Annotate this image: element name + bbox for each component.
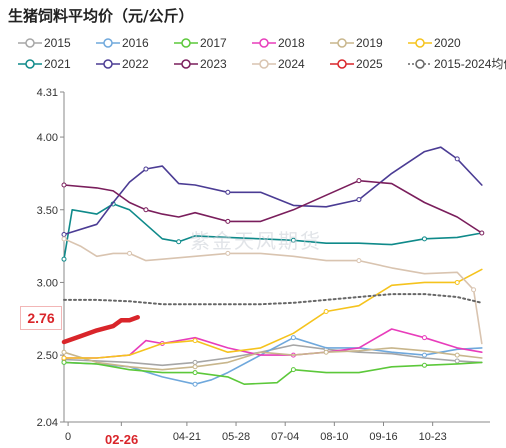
data-point [290, 335, 296, 341]
x-tick-label: 09-16 [369, 431, 397, 443]
x-tick-label: 10-23 [419, 431, 447, 443]
y-tick-label: 2.04 [37, 417, 58, 429]
data-point [61, 256, 67, 262]
data-point [192, 370, 198, 376]
data-point [143, 166, 149, 172]
data-point [454, 358, 460, 364]
data-point [225, 189, 231, 195]
x-tick-label: 08-10 [320, 431, 348, 443]
series-line-2016 [63, 336, 483, 386]
legend-label: 2015 [44, 36, 71, 50]
x-tick-label: 04-21 [173, 431, 201, 443]
legend-label: 2015-2024均值 [434, 57, 506, 71]
y-tick-label: 3.50 [37, 205, 58, 217]
legend-marker-icon [408, 38, 432, 48]
legend-marker-icon [252, 38, 276, 48]
data-point [225, 250, 231, 256]
data-point [192, 381, 198, 387]
legend-marker-icon [96, 59, 120, 69]
legend-marker-icon [96, 38, 120, 48]
data-point [471, 287, 477, 293]
highlight-date-label: 02-26 [105, 432, 139, 447]
series-line-2022 [63, 146, 483, 236]
data-point [61, 231, 67, 237]
legend-marker-icon [18, 59, 42, 69]
legend-marker-icon [174, 38, 198, 48]
legend-marker-icon [18, 38, 42, 48]
legend-label: 2018 [278, 36, 305, 50]
legend-marker-icon [252, 59, 276, 69]
data-point [290, 367, 296, 373]
data-point [421, 236, 427, 242]
series-line-2017 [63, 361, 483, 386]
series-line-2015-2024均值 [63, 293, 483, 306]
data-point [454, 352, 460, 358]
data-point [192, 364, 198, 370]
watermark: 紫金天风期货 [190, 229, 322, 253]
data-point [61, 355, 67, 361]
current-value-label: 2.76 [20, 306, 62, 330]
series-line-2015 [63, 344, 483, 367]
data-point [421, 335, 427, 341]
legend-label: 2016 [122, 36, 149, 50]
data-point [323, 309, 329, 315]
series-line-2019 [63, 347, 483, 371]
y-tick-label: 2.50 [37, 350, 58, 362]
series-line-2025 [61, 315, 140, 345]
legend-label: 2023 [200, 57, 227, 71]
series-line-2021 [63, 203, 483, 261]
data-point [143, 207, 149, 213]
legend-label: 2020 [434, 36, 461, 50]
legend-marker-icon [408, 59, 432, 69]
y-tick-label: 3.00 [37, 277, 58, 289]
data-point [454, 156, 460, 162]
data-point [176, 239, 182, 245]
data-point [61, 349, 67, 355]
data-point [323, 349, 329, 355]
x-tick-label: 05-28 [222, 431, 250, 443]
chart-title: 生猪饲料平均价（元/公斤） [8, 7, 194, 25]
series-line-2020 [63, 268, 483, 359]
legend-marker-icon [330, 38, 354, 48]
data-point [421, 362, 427, 368]
data-point [61, 236, 67, 242]
x-tick-label: 07-04 [271, 431, 299, 443]
legend-label: 2024 [278, 57, 305, 71]
data-point [192, 359, 198, 365]
y-tick-label: 4.31 [37, 87, 58, 99]
legend-marker-icon [174, 59, 198, 69]
legend-marker-icon [330, 59, 354, 69]
data-point [290, 237, 296, 243]
legend-label: 2021 [44, 57, 71, 71]
legend-label: 2025 [356, 57, 383, 71]
data-point [356, 258, 362, 264]
data-point [356, 197, 362, 203]
data-point [127, 250, 133, 256]
legend-label: 2019 [356, 36, 383, 50]
data-point [356, 178, 362, 184]
data-point [61, 182, 67, 188]
series-line-2018 [63, 328, 483, 359]
legend-label: 2017 [200, 36, 227, 50]
data-point [61, 359, 67, 365]
data-point [479, 230, 485, 236]
legend-label: 2022 [122, 57, 149, 71]
data-point [192, 338, 198, 344]
data-point [454, 279, 460, 285]
data-point [225, 218, 231, 224]
x-tick-label: 0 [65, 431, 71, 443]
data-point [421, 352, 427, 358]
y-tick-label: 4.00 [37, 132, 58, 144]
series-line-2024 [63, 238, 483, 345]
